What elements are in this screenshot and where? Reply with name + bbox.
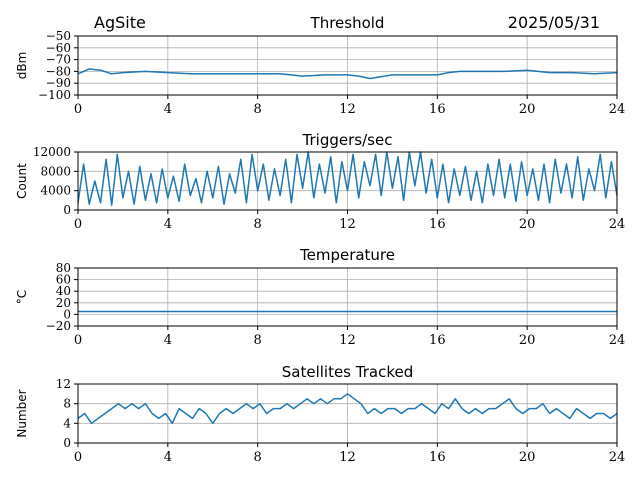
y-tick-label: −100 (38, 88, 71, 102)
x-tick-label: 4 (164, 333, 172, 348)
x-tick-label: 0 (74, 102, 82, 117)
y-tick-label: 40 (56, 284, 71, 298)
panel-2: 0 4 8 12 16 20 24 0 4000 8000 12000 Triggers/sec Cou… (15, 131, 625, 232)
chart-panels: 0 4 8 12 16 20 24 −100−90−80−70−60−50 Threshold d… (15, 14, 625, 465)
date-label: 2025/05/31 (508, 13, 600, 32)
series-line-1 (77, 151, 618, 206)
y-axis-label: Number (15, 389, 29, 437)
site-label: AgSite (94, 13, 146, 32)
x-tick-label: 16 (429, 102, 446, 117)
x-tick-label: 20 (519, 217, 536, 232)
y-tick-label: 60 (56, 273, 71, 287)
panel-title: Temperature (299, 246, 395, 264)
x-tick-label: 4 (164, 450, 172, 465)
y-tick-label: −80 (46, 64, 71, 78)
y-tick-label: −60 (46, 41, 71, 55)
x-tick-label: 24 (609, 450, 626, 465)
series-line-1 (77, 68, 618, 80)
x-tick-label: 12 (339, 217, 356, 232)
x-tick-label: 8 (254, 217, 262, 232)
y-axis-label: °C (15, 290, 29, 304)
x-tick-label: 8 (254, 333, 262, 348)
x-tick-label: 20 (519, 333, 536, 348)
panel-4: 0 4 8 12 16 20 24 0 4 8 12 Satellites Tracked Number (15, 363, 625, 465)
y-tick-label: −20 (46, 319, 71, 333)
x-tick-label: 4 (164, 217, 172, 232)
y-tick-label: 0 (63, 307, 71, 321)
x-tick-label: 12 (339, 333, 356, 348)
panel-title: Threshold (310, 14, 385, 32)
x-tick-label: 8 (254, 102, 262, 117)
x-tick-label: 4 (164, 102, 172, 117)
x-tick-label: 0 (74, 333, 82, 348)
y-tick-label: 0 (63, 203, 71, 217)
x-tick-label: 20 (519, 450, 536, 465)
x-tick-label: 16 (429, 450, 446, 465)
y-tick-label: 4000 (40, 184, 71, 198)
y-tick-label: 12 (56, 377, 71, 391)
x-tick-label: 16 (429, 217, 446, 232)
y-tick-label: 80 (56, 261, 71, 275)
y-tick-label: 12000 (33, 145, 71, 159)
x-tick-label: 24 (609, 333, 626, 348)
y-tick-label: −70 (46, 53, 71, 67)
y-tick-label: 0 (63, 436, 71, 450)
y-axis-label: Count (15, 163, 29, 199)
y-tick-label: 8 (63, 397, 71, 411)
x-tick-label: 0 (74, 450, 82, 465)
y-tick-label: −50 (46, 29, 71, 43)
y-tick-label: −90 (46, 76, 71, 90)
x-tick-label: 24 (609, 102, 626, 117)
panel-title: Triggers/sec (302, 131, 393, 149)
y-tick-label: 8000 (40, 164, 71, 178)
x-tick-label: 20 (519, 102, 536, 117)
x-tick-label: 12 (339, 102, 356, 117)
series-line-1 (77, 393, 618, 425)
panel-title: Satellites Tracked (282, 363, 413, 381)
x-tick-label: 8 (254, 450, 262, 465)
panel-1: 0 4 8 12 16 20 24 −100−90−80−70−60−50 Threshold d… (15, 14, 625, 117)
x-tick-label: 16 (429, 333, 446, 348)
y-tick-label: 20 (56, 296, 71, 310)
x-tick-label: 12 (339, 450, 356, 465)
y-tick-label: 4 (63, 416, 71, 430)
x-tick-label: 24 (609, 217, 626, 232)
x-tick-label: 0 (74, 217, 82, 232)
y-axis-label: dBm (15, 52, 29, 80)
